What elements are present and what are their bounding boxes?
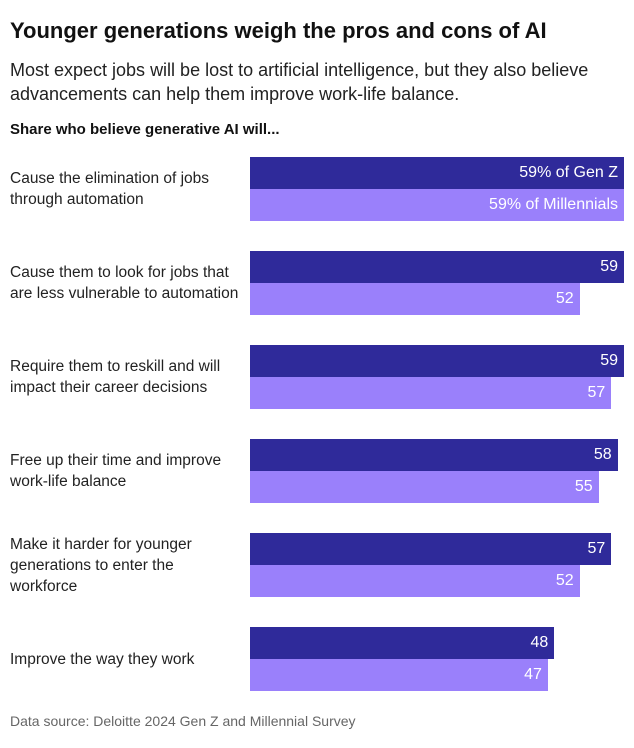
data-source: Data source: Deloitte 2024 Gen Z and Mil… <box>10 713 356 729</box>
data-label: 52 <box>555 572 574 589</box>
bar-gen-z: 48 <box>250 627 555 659</box>
bar-millennials: 52 <box>250 565 580 597</box>
category-label: Require them to reskill and will impact … <box>10 358 221 396</box>
bar-millennials: 52 <box>250 283 580 315</box>
category-label: Cause them to look for jobs that are les… <box>10 264 239 302</box>
data-label: 58 <box>593 446 612 463</box>
category-label: Make it harder for younger generations t… <box>10 535 192 595</box>
bar-millennials: 59% of Millennials <box>250 189 624 221</box>
data-label: 47 <box>524 666 542 683</box>
data-label: 59 <box>600 352 618 369</box>
chart-title: Younger generations weigh the pros and c… <box>10 18 547 43</box>
bar-millennials: 55 <box>250 471 599 503</box>
bar-gen-z: 59 <box>250 345 624 377</box>
bar-gen-z: 58 <box>250 439 618 471</box>
data-label: 57 <box>587 540 606 557</box>
bar-gen-z: 59% of Gen Z <box>250 157 624 189</box>
bar-millennials: 47 <box>250 659 548 691</box>
bar-gen-z: 59 <box>250 251 624 283</box>
data-label: 59% of Gen Z <box>519 164 618 181</box>
category-label: Improve the way they work <box>10 650 195 668</box>
data-label: 55 <box>574 478 593 495</box>
chart-lead: Share who believe generative AI will... <box>10 121 280 138</box>
bar-millennials: 57 <box>250 377 612 409</box>
data-label: 59% of Millennials <box>489 196 618 213</box>
data-label: 52 <box>555 290 574 307</box>
data-label: 57 <box>587 384 606 401</box>
category-label: Free up their time and improve work-life… <box>10 452 222 490</box>
bar-gen-z: 57 <box>250 533 612 565</box>
data-label: 48 <box>530 634 549 651</box>
data-label: 59 <box>600 258 618 275</box>
chart-subtitle: Most expect jobs will be lost to artific… <box>10 60 589 104</box>
category-label: Cause the elimination of jobs through au… <box>10 170 210 208</box>
